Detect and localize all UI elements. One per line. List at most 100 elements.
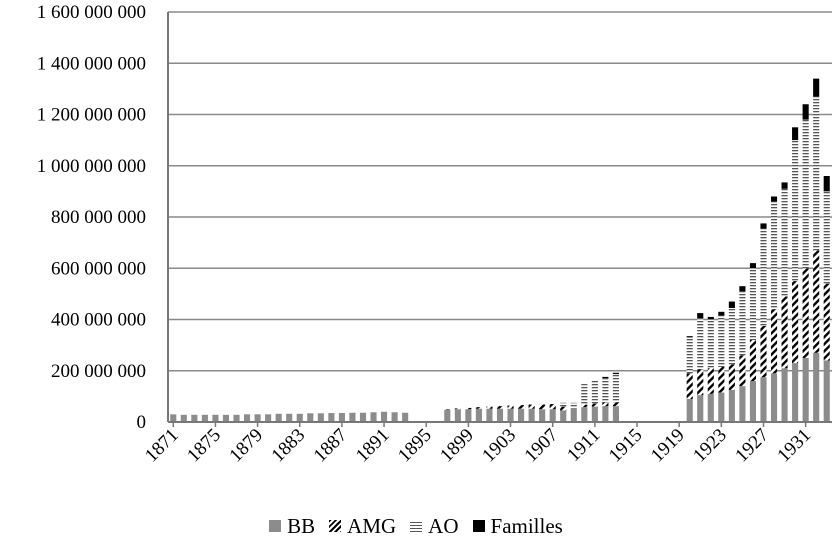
bar-segment-bb-1898 bbox=[454, 409, 461, 422]
x-tick-label: 1887 bbox=[310, 425, 352, 467]
bar-segment-ao-1909 bbox=[570, 402, 577, 408]
legend-swatch bbox=[410, 520, 423, 532]
bar-segment-familles-1925 bbox=[739, 286, 746, 292]
bar-segment-amg-1901 bbox=[486, 406, 493, 409]
x-tick-label: 1903 bbox=[478, 425, 520, 467]
bar-segment-familles-1933 bbox=[823, 176, 830, 192]
bar-segment-bb-1923 bbox=[718, 392, 725, 422]
bar-segment-amg-1920 bbox=[686, 373, 693, 399]
x-tick-label: 1931 bbox=[773, 425, 815, 467]
x-tick-label: 1915 bbox=[605, 425, 647, 467]
bar-segment-familles-1932 bbox=[813, 78, 820, 97]
bar-segment-bb-1873 bbox=[191, 414, 198, 422]
bar-segment-bb-1933 bbox=[823, 360, 830, 422]
bars bbox=[170, 78, 830, 423]
bar-segment-bb-1879 bbox=[254, 414, 261, 422]
bar-segment-bb-1872 bbox=[180, 414, 187, 422]
bar-segment-familles-1931 bbox=[802, 104, 809, 120]
y-tick-label: 800 000 000 bbox=[51, 207, 146, 228]
bar-segment-familles-1913 bbox=[612, 372, 619, 375]
x-tick-label: 1875 bbox=[183, 425, 225, 467]
legend-label: AMG bbox=[347, 513, 397, 538]
bar-segment-bb-1910 bbox=[581, 407, 588, 422]
x-tick-label: 1871 bbox=[141, 425, 183, 467]
x-tick-label: 1879 bbox=[225, 425, 267, 467]
legend: BB AMG AO Familles bbox=[0, 510, 832, 542]
bar-segment-bb-1892 bbox=[391, 412, 398, 422]
x-tick-label: 1923 bbox=[689, 425, 731, 467]
bar-segment-amg-1910 bbox=[581, 404, 588, 408]
bar-segment-amg-1925 bbox=[739, 355, 746, 387]
legend-label: Familles bbox=[490, 513, 563, 538]
x-tick-label: 1899 bbox=[436, 425, 478, 467]
bar-segment-ao-1921 bbox=[697, 318, 704, 370]
bar-segment-ao-1932 bbox=[813, 96, 820, 251]
x-tick-label: 1927 bbox=[731, 425, 773, 467]
bar-segment-ao-1912 bbox=[602, 378, 609, 403]
bar-segment-ao-1922 bbox=[707, 319, 714, 369]
x-tick-label: 1895 bbox=[394, 425, 436, 467]
legend-item-ao: AO bbox=[410, 513, 459, 539]
bar-segment-bb-1909 bbox=[570, 407, 577, 422]
legend-label: BB bbox=[287, 513, 316, 538]
x-axis-tick-labels: 1871 1875 1879 1883 1887 1891 1895 1899 1903 1907… bbox=[141, 422, 815, 466]
bar-segment-ao-1910 bbox=[581, 384, 588, 405]
bar-segment-bb-1912 bbox=[602, 406, 609, 422]
bar-segment-amg-1927 bbox=[760, 325, 767, 378]
bar-segment-bb-1903 bbox=[507, 408, 514, 422]
bar-segment-bb-1906 bbox=[539, 409, 546, 422]
bar-segment-amg-1904 bbox=[518, 405, 525, 409]
bar-segment-bb-1877 bbox=[233, 414, 240, 422]
bar-segment-familles-1912 bbox=[602, 376, 609, 379]
bar-segment-bb-1926 bbox=[749, 381, 757, 422]
bar-segment-bb-1893 bbox=[402, 412, 409, 422]
bar-segment-amg-1911 bbox=[591, 403, 598, 407]
bar-segment-bb-1887 bbox=[338, 413, 345, 422]
gridlines bbox=[168, 11, 832, 372]
bar-segment-amg-1930 bbox=[792, 281, 799, 364]
bar-segment-bb-1876 bbox=[222, 414, 230, 422]
x-tick-label: 1919 bbox=[647, 425, 689, 467]
bar-segment-ao-1928 bbox=[770, 201, 778, 310]
bar-segment-ao-1913 bbox=[612, 374, 619, 403]
bar-segment-bb-1888 bbox=[349, 412, 356, 422]
bar-segment-bb-1921 bbox=[697, 395, 704, 422]
bar-segment-amg-1900 bbox=[475, 407, 482, 409]
bar-segment-familles-1927 bbox=[760, 223, 767, 229]
bar-segment-ao-1911 bbox=[591, 380, 598, 404]
bar-segment-bb-1932 bbox=[813, 352, 820, 422]
bar-segment-bb-1875 bbox=[212, 414, 219, 422]
bar-segment-bb-1889 bbox=[359, 412, 367, 422]
bar-segment-bb-1884 bbox=[307, 413, 314, 422]
x-tick-label: 1891 bbox=[352, 425, 394, 467]
bar-segment-amg-1926 bbox=[749, 340, 757, 381]
legend-item-familles: Familles bbox=[472, 513, 563, 539]
bar-segment-familles-1924 bbox=[728, 301, 735, 308]
bar-segment-bb-1900 bbox=[475, 408, 482, 422]
bar-segment-amg-1932 bbox=[813, 250, 820, 353]
bar-segment-amg-1931 bbox=[802, 268, 809, 358]
bar-segment-amg-1899 bbox=[465, 407, 472, 410]
bar-segment-amg-1907 bbox=[549, 404, 556, 410]
bar-segment-amg-1898 bbox=[454, 408, 461, 410]
bar-segment-amg-1928 bbox=[770, 309, 778, 374]
bar-segment-ao-1931 bbox=[802, 119, 809, 269]
bar-segment-bb-1874 bbox=[201, 414, 208, 422]
bar-segment-familles-1923 bbox=[718, 311, 725, 316]
bar-segment-ao-1927 bbox=[760, 228, 767, 326]
bar-segment-bb-1902 bbox=[496, 408, 504, 422]
bar-segment-familles-1930 bbox=[792, 127, 799, 141]
legend-label: AO bbox=[428, 513, 459, 538]
bar-segment-bb-1924 bbox=[728, 389, 735, 422]
bar-segment-bb-1920 bbox=[686, 398, 693, 422]
bar-segment-ao-1926 bbox=[749, 268, 757, 340]
bar-segment-bb-1908 bbox=[560, 410, 567, 422]
legend-item-amg: AMG bbox=[329, 514, 396, 539]
bar-segment-amg-1905 bbox=[528, 404, 535, 409]
bar-segment-amg-1933 bbox=[823, 283, 830, 361]
bar-segment-amg-1923 bbox=[718, 366, 725, 393]
bar-segment-amg-1897 bbox=[444, 409, 451, 410]
bar-segment-bb-1878 bbox=[243, 414, 251, 422]
y-tick-label: 0 bbox=[137, 412, 147, 433]
bar-segment-bb-1907 bbox=[549, 409, 556, 422]
